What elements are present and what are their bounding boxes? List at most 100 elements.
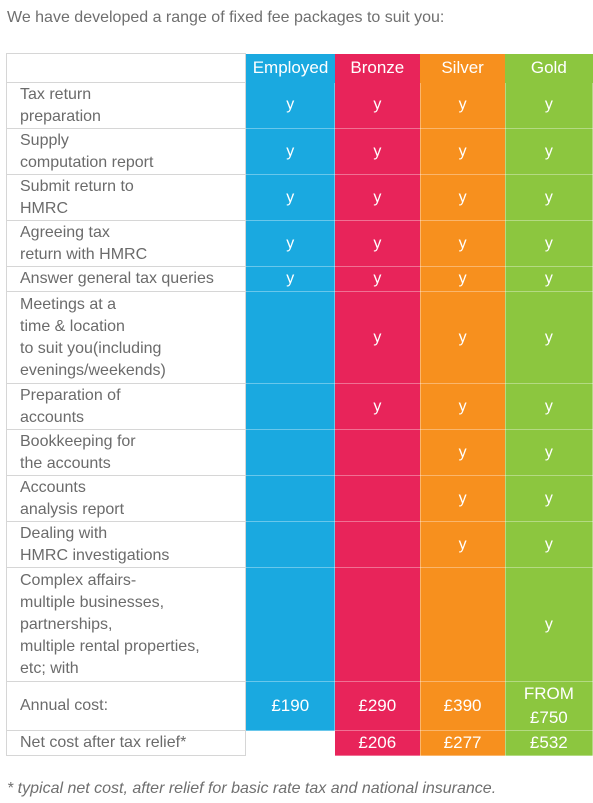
feature-mark-bronze: y	[334, 220, 421, 267]
table-row: Preparation of accounts y y y	[5, 383, 593, 430]
feature-mark-bronze: y	[334, 82, 421, 129]
package-header-bronze: Bronze	[334, 53, 420, 83]
feature-label: Agreeing tax return with HMRC	[5, 220, 247, 267]
feature-mark-silver: y	[419, 128, 506, 175]
feature-label-line: Answer general tax queries	[20, 270, 214, 287]
table-row: Answer general tax queries y y y y	[5, 266, 593, 292]
feature-mark-employed	[245, 475, 336, 522]
net-cost-gold: £532	[504, 730, 593, 756]
header-corner	[5, 53, 247, 83]
feature-label-line: partnerships,	[20, 615, 113, 633]
feature-mark-bronze: y	[334, 291, 421, 384]
net-cost-employed	[245, 730, 336, 756]
feature-mark-silver: y	[419, 475, 506, 522]
package-header-silver: Silver	[420, 53, 506, 83]
feature-mark-employed	[245, 521, 336, 568]
feature-mark-bronze	[334, 475, 421, 522]
feature-label-line: Agreeing tax	[20, 223, 110, 241]
feature-label-line: time & location	[20, 317, 125, 335]
feature-mark-gold: y	[504, 475, 593, 522]
feature-label-line: Supply	[20, 131, 69, 149]
feature-label-line: HMRC	[20, 199, 68, 217]
annual-cost-silver: £390	[419, 681, 506, 731]
feature-mark-employed	[245, 429, 336, 476]
feature-label-line: multiple businesses,	[20, 593, 165, 611]
feature-label-line: Accounts	[20, 478, 86, 496]
net-cost-label: Net cost after tax relief*	[5, 730, 247, 756]
feature-label-line: HMRC investigations	[20, 546, 170, 564]
feature-label-line: analysis report	[20, 500, 125, 518]
feature-label: Bookkeeping for the accounts	[5, 429, 247, 476]
feature-mark-bronze	[334, 521, 421, 568]
feature-mark-bronze: y	[334, 128, 421, 175]
pricing-table: Employed Bronze Silver Gold Tax return pr…	[5, 53, 593, 756]
table-header-row: Employed Bronze Silver Gold	[5, 53, 593, 83]
feature-mark-employed	[245, 383, 336, 430]
feature-mark-silver: y	[419, 174, 506, 221]
feature-label-line: the accounts	[20, 454, 111, 472]
feature-mark-bronze	[334, 429, 421, 476]
feature-mark-bronze: y	[334, 174, 421, 221]
feature-label: Complex affairs-multiple businesses, part…	[5, 567, 247, 682]
table-row: Submit return to HMRC y y y y	[5, 174, 593, 221]
net-cost-silver: £277	[419, 730, 506, 756]
footnote: * typical net cost, after relief for bas…	[7, 780, 497, 797]
feature-mark-employed	[245, 291, 336, 384]
annual-cost-row: Annual cost: £190 £290 £390 FROM £750	[5, 681, 593, 731]
feature-mark-employed: y	[245, 174, 336, 221]
package-header-employed: Employed	[245, 53, 335, 83]
feature-label: Dealing with HMRC investigations	[5, 521, 247, 568]
feature-label: Submit return to HMRC	[5, 174, 247, 221]
feature-label-line: Complex affairs-	[20, 571, 137, 589]
feature-label-line: Dealing with	[20, 524, 108, 542]
feature-mark-employed	[245, 567, 336, 682]
feature-rows: Tax return preparation y y y y Supply computati…	[5, 82, 593, 682]
annual-cost-employed: £190	[245, 681, 336, 731]
annual-cost-gold-value: FROM £750	[523, 684, 574, 727]
feature-label-line: Tax return	[20, 85, 92, 103]
feature-label-line: Bookkeeping for	[20, 432, 136, 450]
annual-cost-gold: FROM £750	[504, 681, 593, 731]
feature-mark-gold: y	[504, 220, 593, 267]
feature-label: Answer general tax queries	[5, 266, 247, 292]
feature-mark-employed: y	[245, 266, 336, 292]
feature-mark-gold: y	[504, 174, 593, 221]
table-row: Tax return preparation y y y y	[5, 82, 593, 129]
annual-cost-bronze: £290	[334, 681, 421, 731]
feature-mark-gold: y	[504, 429, 593, 476]
table-row: Accounts analysis report y y	[5, 475, 593, 522]
feature-label-line: multiple rental properties,	[20, 637, 200, 655]
feature-mark-silver: y	[419, 291, 506, 384]
feature-mark-employed: y	[245, 220, 336, 267]
net-cost-row: Net cost after tax relief* £206 £277 £53…	[5, 730, 593, 756]
feature-mark-gold: y	[504, 567, 593, 682]
feature-mark-silver: y	[419, 220, 506, 267]
feature-mark-silver	[419, 567, 506, 682]
feature-label-line: return with HMRC	[20, 245, 148, 263]
feature-mark-employed: y	[245, 128, 336, 175]
feature-label-line: accounts	[20, 408, 85, 426]
feature-mark-employed: y	[245, 82, 336, 129]
feature-label-line: computation report	[20, 153, 154, 171]
feature-label-line: evenings/weekends)	[20, 361, 166, 379]
feature-label-line: Meetings at a	[20, 295, 117, 313]
feature-mark-silver: y	[419, 82, 506, 129]
annual-cost-label: Annual cost:	[5, 681, 247, 731]
feature-label-line: preparation	[20, 107, 101, 125]
feature-mark-gold: y	[504, 521, 593, 568]
feature-mark-bronze: y	[334, 383, 421, 430]
feature-label-line: Submit return to	[20, 177, 134, 195]
feature-mark-bronze	[334, 567, 421, 682]
feature-label: Preparation of accounts	[5, 383, 247, 430]
table-row: Meetings at a time & location to suit you(…	[5, 291, 593, 384]
feature-label: Supply computation report	[5, 128, 247, 175]
feature-label: Accounts analysis report	[5, 475, 247, 522]
table-row: Dealing with HMRC investigations y y	[5, 521, 593, 568]
feature-mark-gold: y	[504, 291, 593, 384]
feature-mark-silver: y	[419, 521, 506, 568]
package-header-gold: Gold	[505, 53, 593, 83]
table-row: Supply computation report y y y y	[5, 128, 593, 175]
feature-mark-gold: y	[504, 128, 593, 175]
feature-mark-bronze: y	[334, 266, 421, 292]
feature-mark-silver: y	[419, 429, 506, 476]
